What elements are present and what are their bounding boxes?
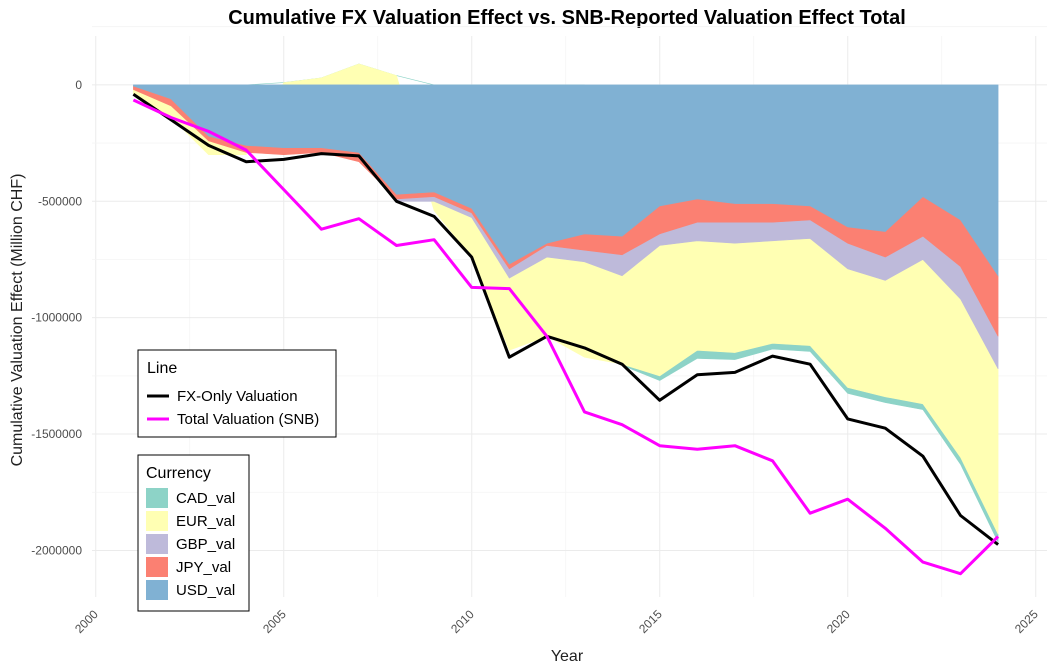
y-tick-label: -500000 — [38, 194, 82, 208]
x-tick-label: 2025 — [1012, 607, 1041, 636]
x-tick-label: 2015 — [636, 607, 665, 636]
line-fx-only-valuation — [132, 92, 1000, 546]
area-usd-val — [133, 84, 999, 277]
legend-currency-label: JPY_val — [176, 559, 231, 576]
line-layers — [132, 92, 1000, 576]
legend-currency-swatch — [146, 557, 168, 577]
x-tick-label: 2005 — [260, 607, 289, 636]
legend-line-title: Line — [147, 360, 177, 377]
y-tick-label: -1000000 — [31, 311, 82, 325]
legend-line-label: Total Valuation (SNB) — [177, 411, 319, 428]
y-tick-label: -2000000 — [31, 543, 82, 557]
legend-line-label: FX-Only Valuation — [177, 388, 298, 405]
legend-currency-title: Currency — [146, 465, 211, 482]
legend-currency: Currency CAD_val EUR_val GBP_val JPY_val USD_… — [137, 454, 250, 612]
legend-currency-swatch — [146, 534, 168, 554]
legend-currency-swatch — [146, 580, 168, 600]
y-tick-label: 0 — [75, 78, 82, 92]
chart-title: Cumulative FX Valuation Effect vs. SNB-R… — [228, 7, 906, 29]
legend-currency-swatch — [146, 488, 168, 508]
x-tick-label: 2020 — [824, 607, 853, 636]
line-total-valuation-snb — [132, 98, 1000, 576]
legend-currency-label: CAD_val — [176, 490, 235, 507]
y-axis-title: Cumulative Valuation Effect (Million CHF… — [9, 174, 26, 467]
x-axis-title: Year — [551, 648, 584, 665]
legend-currency-label: EUR_val — [176, 513, 235, 530]
x-tick-label: 2000 — [72, 607, 101, 636]
legend-currency-label: USD_val — [176, 582, 235, 599]
legend-currency-swatch — [146, 511, 168, 531]
x-tick-label: 2010 — [448, 607, 477, 636]
y-tick-label: -1500000 — [31, 427, 82, 441]
y-tick-labels: 0 -500000 -1000000 -1500000 -2000000 — [31, 78, 82, 558]
legend-line-box — [137, 349, 337, 438]
legend-currency-label: GBP_val — [176, 536, 235, 553]
